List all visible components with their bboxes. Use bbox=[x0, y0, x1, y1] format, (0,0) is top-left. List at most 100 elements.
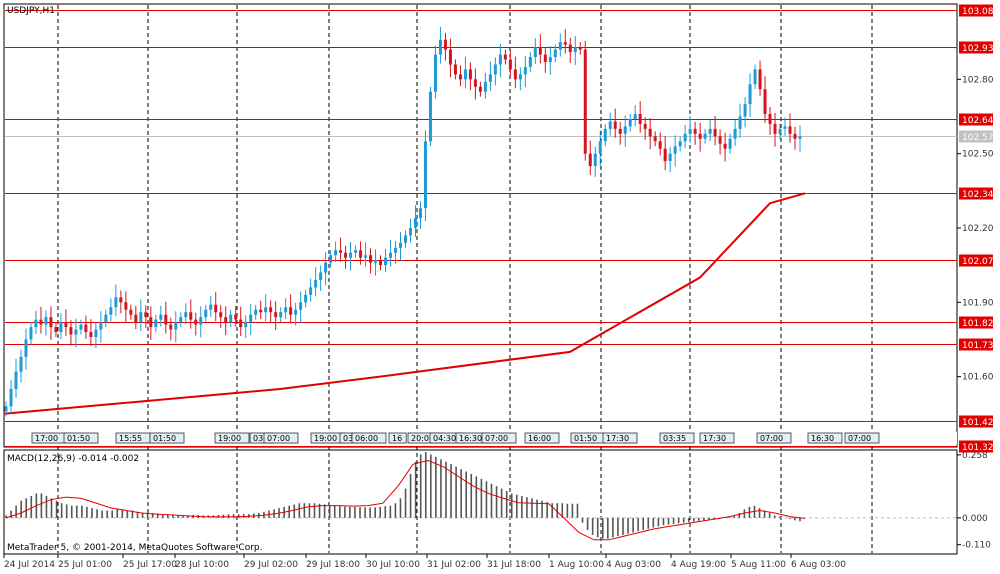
session-marker bbox=[659, 432, 695, 444]
candle-body bbox=[129, 309, 133, 315]
current-price-label: 102.57 bbox=[962, 133, 994, 143]
candle-body bbox=[49, 317, 53, 328]
candle-body bbox=[558, 42, 562, 50]
candle-body bbox=[698, 133, 702, 139]
candle-body bbox=[314, 280, 318, 288]
candle-body bbox=[304, 294, 308, 303]
session-marker-label: 03 bbox=[343, 434, 353, 443]
session-marker bbox=[388, 432, 407, 444]
session-marker-label: 07:00 bbox=[267, 434, 290, 443]
candle-body bbox=[284, 307, 288, 313]
candle-body bbox=[374, 260, 378, 263]
candle-body bbox=[573, 47, 577, 53]
candle-body bbox=[239, 319, 243, 328]
candle-body bbox=[44, 317, 48, 325]
candle-body bbox=[468, 69, 472, 80]
session-marker-label: 06:00 bbox=[355, 434, 378, 443]
candle-body bbox=[598, 141, 602, 154]
candle-body bbox=[743, 104, 747, 117]
candle-body bbox=[169, 324, 173, 330]
candle-body bbox=[773, 123, 777, 134]
candle-body bbox=[483, 81, 487, 92]
candle-body bbox=[728, 138, 732, 149]
candle-body bbox=[508, 59, 512, 70]
price-level-label: 102.07 bbox=[962, 257, 994, 267]
session-marker-label: 16:30 bbox=[459, 434, 482, 443]
session-marker-label: 19:00 bbox=[218, 434, 241, 443]
candle-body bbox=[369, 255, 373, 263]
candle-body bbox=[114, 297, 118, 308]
session-marker bbox=[844, 432, 880, 444]
candle-body bbox=[134, 314, 138, 323]
candle-body bbox=[478, 86, 482, 92]
time-tick-label: 25 Jul 01:00 bbox=[58, 560, 112, 570]
candle-body bbox=[204, 309, 208, 318]
session-marker-label: 07:00 bbox=[848, 434, 871, 443]
macd-axis: 0.258 0.000 -0.110 bbox=[957, 451, 991, 551]
candle-body bbox=[14, 371, 18, 390]
candle-body bbox=[428, 91, 432, 142]
session-marker-label: 07:00 bbox=[760, 434, 783, 443]
moving-average-line bbox=[3, 192, 806, 415]
candle-body bbox=[758, 69, 762, 90]
candle-body bbox=[294, 309, 298, 315]
candle-body bbox=[244, 322, 248, 328]
candle-body bbox=[458, 74, 462, 80]
candle-body bbox=[34, 319, 38, 328]
candle-body bbox=[723, 143, 727, 149]
chart-title: USDJPY,H1 bbox=[7, 6, 55, 16]
price-level-tag bbox=[959, 415, 993, 428]
candle-body bbox=[663, 148, 667, 162]
session-marker-label: 17:30 bbox=[606, 434, 629, 443]
price-tick-label: 102.50 bbox=[962, 150, 994, 160]
macd-tick-label: 0.258 bbox=[962, 451, 988, 461]
session-marker bbox=[481, 432, 517, 444]
candle-body bbox=[423, 141, 427, 209]
candle-body bbox=[768, 114, 772, 124]
candle-body bbox=[39, 319, 43, 325]
price-level-label: 102.64 bbox=[962, 116, 994, 126]
candle-body bbox=[643, 123, 647, 129]
candle-body bbox=[179, 317, 183, 323]
time-tick-label: 5 Aug 11:00 bbox=[731, 560, 786, 570]
candle-body bbox=[84, 324, 88, 333]
candle-body bbox=[628, 118, 632, 127]
candle-body bbox=[593, 153, 597, 167]
candle-body bbox=[513, 69, 517, 80]
candle-body bbox=[618, 128, 622, 134]
session-marker-label: 16:00 bbox=[528, 434, 551, 443]
candle-body bbox=[159, 314, 163, 320]
time-tick-label: 31 Jul 02:00 bbox=[427, 560, 481, 570]
candle-body bbox=[109, 307, 113, 315]
candle-body bbox=[29, 327, 33, 340]
price-level-label: 101.73 bbox=[962, 341, 994, 351]
candle-body bbox=[748, 84, 752, 105]
candle-body bbox=[503, 54, 507, 60]
candle-body bbox=[668, 153, 672, 162]
candle-body bbox=[64, 322, 68, 328]
moving-average bbox=[3, 192, 806, 415]
session-marker-label: 04:30 bbox=[433, 434, 456, 443]
candle-body bbox=[214, 304, 218, 313]
macd-signal-line bbox=[5, 460, 806, 541]
candle-body bbox=[269, 307, 273, 313]
session-marker-label: 03: bbox=[253, 434, 266, 443]
time-tick-label: 4 Aug 19:00 bbox=[671, 560, 726, 570]
price-level-lines[interactable]: 103.08102.93102.64102.34102.07101.82101.… bbox=[5, 4, 994, 454]
candle-body bbox=[259, 309, 263, 313]
session-marker-label: 07:00 bbox=[485, 434, 508, 443]
candle-body bbox=[9, 389, 13, 407]
candle-body bbox=[463, 69, 467, 80]
session-marker-label: 20:00 bbox=[411, 434, 434, 443]
price-tick-label: 101.60 bbox=[962, 373, 994, 383]
candle-body bbox=[438, 39, 442, 55]
candle-body bbox=[364, 255, 368, 258]
candle-body bbox=[498, 54, 502, 65]
candle-body bbox=[184, 312, 188, 318]
candle-body bbox=[149, 317, 153, 328]
price-level-label: 102.34 bbox=[962, 190, 994, 200]
candle-body bbox=[713, 128, 717, 137]
candle-body bbox=[384, 257, 388, 266]
